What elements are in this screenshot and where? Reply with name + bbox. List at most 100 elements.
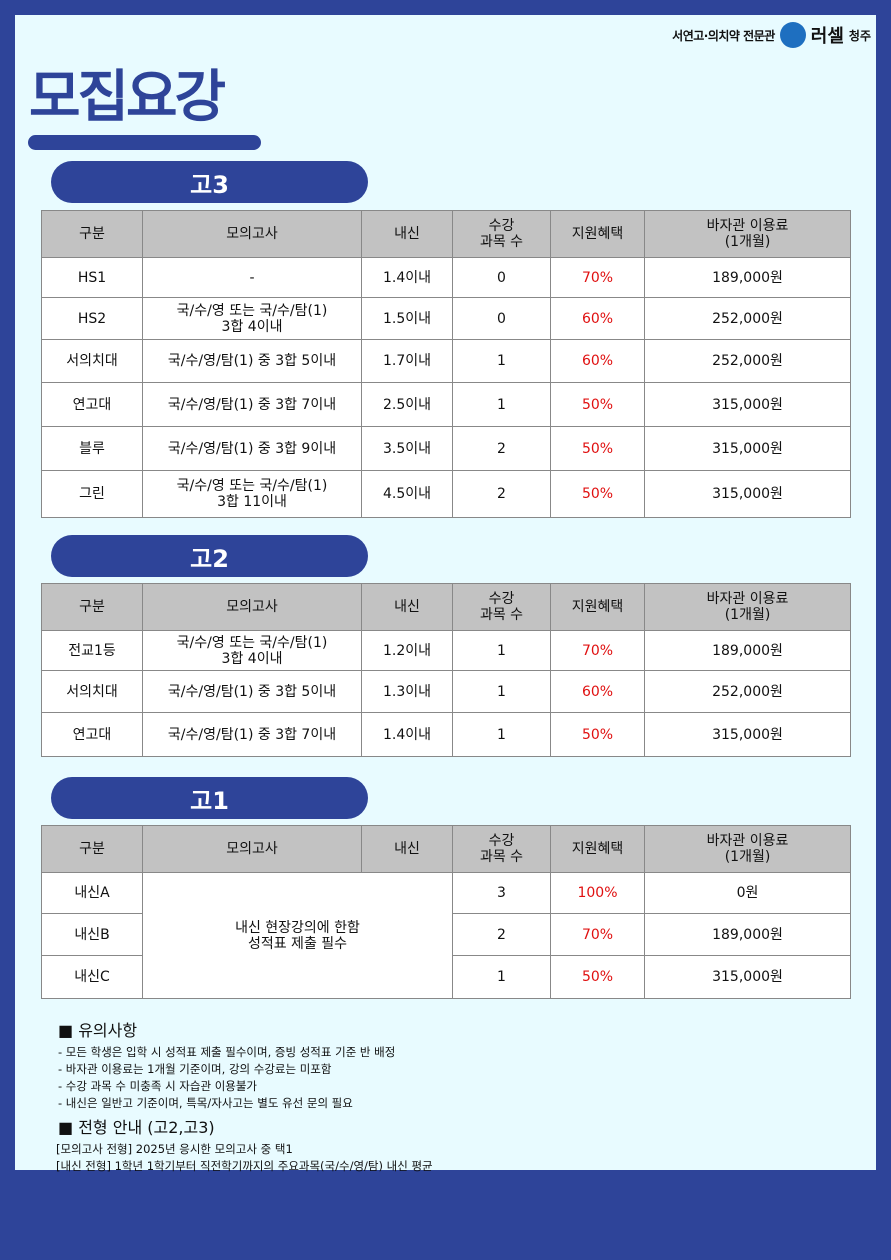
fee-table: 구분 모의고사 내신 수강 과목 수 지원혜택 바자관 이용료 (1개월) 전교1등 국/수/영 …	[41, 583, 851, 757]
brand-subtitle: 서연고·의치약 전문관	[672, 28, 775, 43]
column-header: 내신	[361, 583, 453, 631]
table-row: HS1-1.4이내 0 70% 189,000원	[41, 257, 851, 298]
cell: -	[142, 257, 362, 298]
cell: HS2	[41, 297, 143, 340]
cell: 1.3이내	[361, 670, 453, 713]
cell: 연고대	[41, 382, 143, 427]
cell: 국/수/영/탐(1) 중 3합 5이내	[142, 670, 362, 713]
table-header: 구분 모의고사 내신 수강 과목 수 지원혜택 바자관 이용료 (1개월)	[41, 583, 851, 631]
guide-item: [내신 전형] 1학년 1학기부터 직전학기까지의 주요과목(국/수/영/탐) …	[56, 1159, 433, 1173]
page-title: 모집요강	[29, 65, 226, 130]
table-row: 블루 국/수/영/탐(1) 중 3합 9이내 3.5이내 2 50% 315,000원	[41, 426, 851, 471]
cell: 315,000원	[644, 955, 851, 999]
cell: 315,000원	[644, 382, 851, 427]
table-row: HS2 국/수/영 또는 국/수/탐(1) 3합 4이내 1.5이내 0 60% 252,0…	[41, 297, 851, 340]
column-header: 지원혜택	[550, 825, 645, 873]
table-row: 서의치대 국/수/영/탐(1) 중 3합 5이내 1.7이내 1 60% 252,000원	[41, 339, 851, 383]
table-row: 내신B 2 70% 189,000원	[41, 913, 851, 956]
notes: ■ 유의사항 - 모든 학생은 입학 시 성적표 제출 필수이며, 증빙 성적표…	[56, 1017, 433, 1175]
cell: 2.5이내	[361, 382, 453, 427]
table-row: 내신A 내신 현장강의에 한함 성적표 제출 필수 3 100% 0원	[41, 872, 851, 999]
table-row: 내신C 1 50% 315,000원	[41, 955, 851, 999]
guide-heading: ■ 전형 안내 (고2,고3)	[58, 1118, 215, 1137]
brand-logo-icon	[779, 22, 806, 48]
cell: 1	[452, 382, 551, 427]
cell: 연고대	[41, 712, 143, 757]
note-item: - 내신은 일반고 기준이며, 특목/자사고는 별도 유선 문의 필요	[58, 1096, 353, 1110]
table-row: 그린 국/수/영 또는 국/수/탐(1) 3합 11이내 4.5이내 2 50% 315,0…	[41, 470, 851, 518]
column-header: 바자관 이용료 (1개월)	[644, 210, 851, 258]
section-label: 고2	[51, 535, 368, 577]
column-header: 구분	[41, 583, 143, 631]
cell: 국/수/영 또는 국/수/탐(1) 3합 11이내	[142, 470, 362, 518]
note-item: - 수강 과목 수 미충족 시 자습관 이용불가	[58, 1079, 258, 1093]
cell: 국/수/영/탐(1) 중 3합 5이내	[142, 339, 362, 383]
column-header: 수강 과목 수	[452, 583, 551, 631]
cell: 315,000원	[644, 426, 851, 471]
column-header: 내신	[361, 210, 453, 258]
cell: 50%	[550, 470, 645, 518]
cell: 2	[452, 913, 551, 956]
cell: 1	[452, 712, 551, 757]
note-item: - 바자관 이용료는 1개월 기준이며, 강의 수강료는 미포함	[58, 1062, 332, 1076]
cell: 블루	[41, 426, 143, 471]
cell: 50%	[550, 955, 645, 999]
cell: 70%	[550, 630, 645, 671]
section-label: 고1	[51, 777, 368, 819]
table-row: 전교1등 국/수/영 또는 국/수/탐(1) 3합 4이내 1.2이내 1 70% 189,…	[41, 630, 851, 671]
cell: 1.7이내	[361, 339, 453, 383]
cell: 4.5이내	[361, 470, 453, 518]
cell: 1	[452, 339, 551, 383]
column-header: 수강 과목 수	[452, 825, 551, 873]
table-header: 구분 모의고사 내신 수강 과목 수 지원혜택 바자관 이용료 (1개월)	[41, 210, 851, 258]
cell: 0	[452, 257, 551, 298]
column-header: 모의고사	[142, 583, 362, 631]
cell: 1	[452, 670, 551, 713]
column-header: 바자관 이용료 (1개월)	[644, 825, 851, 873]
column-header: 지원혜택	[550, 210, 645, 258]
table-row: 연고대 국/수/영/탐(1) 중 3합 7이내 2.5이내 1 50% 315,000원	[41, 382, 851, 427]
cell: 2	[452, 426, 551, 471]
cell: 50%	[550, 382, 645, 427]
brand: 서연고·의치약 전문관 러셀 청주	[672, 22, 871, 48]
column-header: 지원혜택	[550, 583, 645, 631]
column-header: 구분	[41, 210, 143, 258]
title-underline	[28, 135, 261, 150]
cell: 그린	[41, 470, 143, 518]
table-header: 구분 모의고사 내신 수강 과목 수 지원혜택 바자관 이용료 (1개월)	[41, 825, 851, 873]
cell: 0	[452, 297, 551, 340]
cell: HS1	[41, 257, 143, 298]
cell: 국/수/영/탐(1) 중 3합 9이내	[142, 426, 362, 471]
cell: 1.5이내	[361, 297, 453, 340]
cell: 서의치대	[41, 339, 143, 383]
cell: 0원	[644, 872, 851, 914]
cell-category: 내신A	[41, 872, 143, 914]
column-header: 내신	[361, 825, 453, 873]
cell: 60%	[550, 670, 645, 713]
column-header: 모의고사	[142, 825, 362, 873]
cell: 100%	[550, 872, 645, 914]
cell: 국/수/영/탐(1) 중 3합 7이내	[142, 712, 362, 757]
brand-name: 러셀	[810, 26, 844, 47]
cell: 315,000원	[644, 712, 851, 757]
cell: 189,000원	[644, 913, 851, 956]
table-row: 연고대 국/수/영/탐(1) 중 3합 7이내 1.4이내 1 50% 315,000원	[41, 712, 851, 757]
column-header: 모의고사	[142, 210, 362, 258]
brand-city: 청주	[848, 28, 871, 43]
column-header: 구분	[41, 825, 143, 873]
guide-item: [모의고사 전형] 2025년 응시한 모의고사 중 택1	[56, 1142, 293, 1156]
cell-category: 내신B	[41, 913, 143, 956]
section-label: 고3	[51, 161, 368, 203]
cell: 70%	[550, 913, 645, 956]
table-row: 서의치대 국/수/영/탐(1) 중 3합 5이내 1.3이내 1 60% 252,000원	[41, 670, 851, 713]
cell-merged-note: 내신 현장강의에 한함 성적표 제출 필수	[142, 872, 453, 999]
cell: 60%	[550, 339, 645, 383]
note-item: - 모든 학생은 입학 시 성적표 제출 필수이며, 증빙 성적표 기준 반 배…	[58, 1045, 396, 1059]
cell: 60%	[550, 297, 645, 340]
fee-table: 구분 모의고사 내신 수강 과목 수 지원혜택 바자관 이용료 (1개월) HS1-1.4이내 0…	[41, 210, 851, 518]
cell: 189,000원	[644, 630, 851, 671]
cell: 315,000원	[644, 470, 851, 518]
cell: 70%	[550, 257, 645, 298]
cell: 국/수/영/탐(1) 중 3합 7이내	[142, 382, 362, 427]
cell: 국/수/영 또는 국/수/탐(1) 3합 4이내	[142, 297, 362, 340]
